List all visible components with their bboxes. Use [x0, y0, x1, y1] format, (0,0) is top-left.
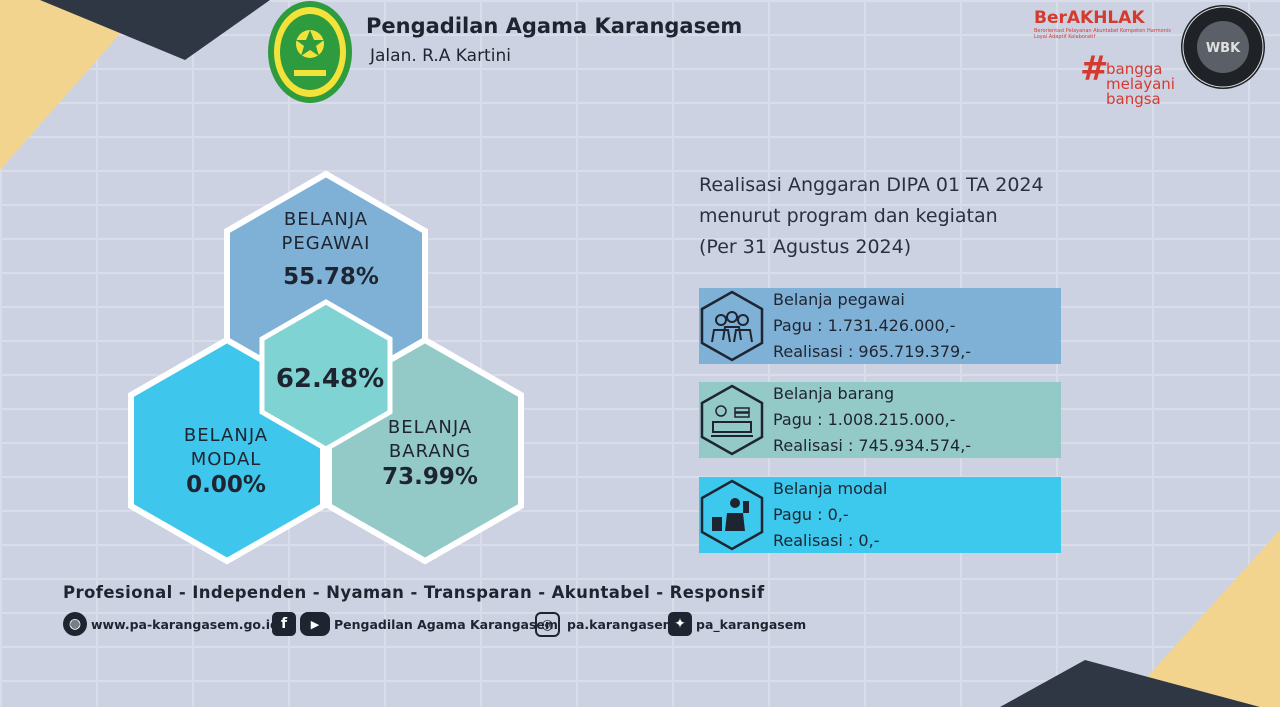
hex-barang-percent: 73.99%: [382, 464, 478, 490]
hex-total-percent: 62.48%: [275, 364, 385, 394]
bangga-word-3: bangsa: [1106, 90, 1161, 108]
card-modal-realisasi: Realisasi : 0,-: [773, 531, 880, 550]
twitter-icon: ✦: [668, 612, 692, 636]
youtube-icon: ▶: [300, 612, 330, 636]
card-belanja-barang: Belanja barang Pagu : 1.008.215.000,- Re…: [699, 382, 1061, 458]
hex-modal-label: BELANJA MODAL 0.00%: [156, 424, 296, 498]
facebook-icon: f: [272, 612, 296, 636]
court-logo: [268, 1, 352, 103]
globe-icon: ◍: [63, 612, 87, 636]
berakhlak-logo: BerAKHLAK Berorientasi Pelayanan Akuntab…: [1034, 8, 1174, 40]
hex-modal-line2: MODAL: [190, 449, 262, 470]
zona-integritas-badge: WBK: [1181, 5, 1265, 89]
hex-pegawai-percent: 55.78%: [283, 264, 379, 290]
berakhlak-title: BerAKHLAK: [1034, 8, 1145, 28]
hex-modal-percent: 0.00%: [186, 472, 266, 498]
card-modal-name: Belanja modal: [773, 479, 888, 498]
corner-decoration-top-left: [0, 0, 270, 170]
court-address: Jalan. R.A Kartini: [370, 46, 511, 66]
hexagon-cluster: [128, 170, 524, 565]
report-title-line3: (Per 31 Agustus 2024): [699, 236, 912, 258]
card-belanja-modal: Belanja modal Pagu : 0,- Realisasi : 0,-: [699, 477, 1061, 553]
website-link[interactable]: www.pa-karangasem.go.id: [91, 616, 280, 632]
card-pegawai-pagu: Pagu : 1.731.426.000,-: [773, 316, 956, 335]
instagram-link[interactable]: pa.karangasem: [567, 617, 676, 632]
card-modal-pagu: Pagu : 0,-: [773, 505, 849, 524]
hex-barang-line2: BARANG: [388, 441, 472, 462]
hashtag-icon: #: [1080, 49, 1109, 89]
hex-pegawai-line2: PEGAWAI: [281, 233, 371, 254]
instagram-icon: ◎: [535, 612, 560, 637]
report-title-line2: menurut program dan kegiatan: [699, 205, 998, 227]
report-title-line1: Realisasi Anggaran DIPA 01 TA 2024: [699, 174, 1044, 196]
twitter-link[interactable]: pa_karangasem: [696, 616, 807, 632]
court-name: Pengadilan Agama Karangasem: [366, 14, 743, 38]
card-barang-realisasi: Realisasi : 745.934.574,-: [773, 436, 972, 455]
motto-text: Profesional - Independen - Nyaman - Tran…: [63, 583, 765, 602]
facebook-youtube-link[interactable]: Pengadilan Agama Karangasem: [334, 616, 558, 632]
hex-total: [259, 299, 393, 452]
hex-barang-line1: BELANJA: [387, 417, 473, 438]
bangga-word-1: bangga: [1106, 60, 1163, 78]
social-website[interactable]: ◍ www.pa-karangasem.go.id: [63, 612, 279, 636]
hex-pegawai-label: BELANJA PEGAWAI 55.78%: [256, 208, 396, 290]
zi-center-text: WBK: [1206, 41, 1241, 56]
card-pegawai-realisasi: Realisasi : 965.719.379,-: [773, 342, 972, 361]
social-facebook-youtube[interactable]: f ▶ Pengadilan Agama Karangasem: [272, 612, 558, 636]
hex-pegawai-line1: BELANJA: [283, 209, 369, 230]
social-instagram[interactable]: ◎ pa.karangasem: [535, 612, 676, 637]
social-twitter[interactable]: ✦ pa_karangasem: [668, 612, 806, 636]
card-belanja-pegawai: Belanja pegawai Pagu : 1.731.426.000,- R…: [699, 288, 1061, 364]
berakhlak-tagline: Berorientasi Pelayanan Akuntabel Kompete…: [1034, 28, 1171, 40]
hex-total-label: 62.48%: [262, 364, 398, 394]
people-icon: [700, 290, 764, 362]
card-pegawai-name: Belanja pegawai: [773, 290, 905, 309]
card-barang-pagu: Pagu : 1.008.215.000,-: [773, 410, 956, 429]
card-barang-name: Belanja barang: [773, 384, 895, 403]
bangga-word-2: melayani: [1106, 75, 1175, 93]
report-title: Realisasi Anggaran DIPA 01 TA 2024 menur…: [699, 170, 1044, 263]
builder-icon: [700, 479, 764, 551]
hex-barang-label: BELANJA BARANG 73.99%: [360, 416, 500, 490]
office-desk-icon: [700, 384, 764, 456]
corner-decoration-bottom-right: [1000, 530, 1280, 707]
hex-modal-line1: BELANJA: [183, 425, 269, 446]
